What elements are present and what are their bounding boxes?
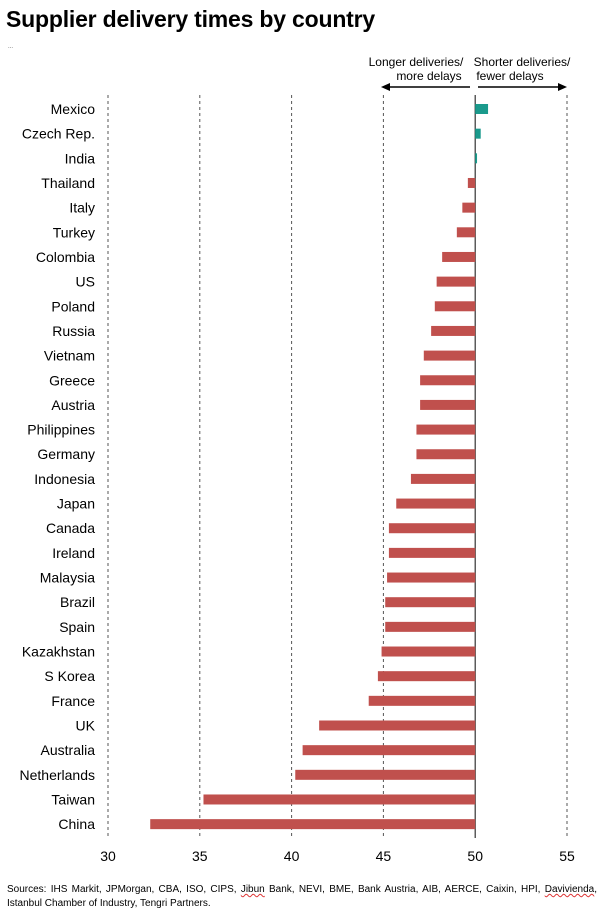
bar (462, 202, 476, 213)
bar (475, 104, 489, 114)
bar (203, 794, 476, 805)
bar (381, 646, 476, 657)
category-label: Brazil (60, 594, 95, 610)
bar (302, 745, 476, 756)
arrow-right-head (558, 83, 567, 91)
source-text: Sources: IHS Markit, JPMorgan, CBA, ISO,… (7, 884, 241, 895)
annotation-right-line2: fewer delays (476, 69, 543, 83)
category-label: Turkey (53, 224, 95, 240)
annotation-right-line1: Shorter deliveries/ (474, 55, 571, 69)
bar (396, 498, 476, 509)
bar (423, 350, 476, 361)
bar (420, 399, 476, 410)
bar (368, 695, 476, 706)
source-text: Bank, NEVI, BME, Bank Austria, AIB, AERC… (264, 884, 545, 895)
bar (416, 424, 476, 435)
category-label: Netherlands (20, 767, 96, 783)
bar (431, 325, 476, 336)
category-label: France (51, 693, 95, 709)
category-label: UK (76, 718, 96, 734)
category-label: Colombia (36, 249, 95, 265)
gridlines (107, 95, 568, 838)
category-label: India (65, 150, 96, 166)
bar (434, 301, 476, 312)
category-label: Malaysia (40, 570, 95, 586)
x-axis-ticks: 30 35 40 45 50 55 (100, 848, 575, 864)
annotation-left-line2: more delays (396, 69, 461, 83)
bar (475, 153, 478, 164)
category-label: Kazakhstan (22, 644, 95, 660)
source-spellcheck-word: Jibun (240, 884, 265, 895)
bar (385, 597, 476, 608)
bar (442, 251, 476, 262)
category-label: Thailand (41, 175, 95, 191)
source-text: , Istanbul Chamber of Industry, Tengri P… (7, 884, 597, 909)
category-label: Czech Rep. (22, 126, 95, 142)
x-tick-label: 40 (284, 848, 300, 864)
category-label: S Korea (44, 668, 95, 684)
category-label: Spain (59, 619, 95, 635)
bar (410, 473, 476, 484)
direction-annotations: Longer deliveries/ more delays Shorter d… (369, 55, 571, 91)
source-spellcheck-word: Davivienda (544, 884, 595, 895)
arrow-left-head (381, 83, 390, 91)
annotation-left-line1: Longer deliveries/ (369, 55, 464, 69)
bar (150, 819, 476, 830)
bars (150, 104, 489, 830)
chart-title: Supplier delivery times by country (6, 6, 375, 32)
x-tick-label: 30 (100, 848, 116, 864)
category-label: Poland (51, 298, 95, 314)
x-tick-label: 35 (192, 848, 208, 864)
category-label: Ireland (52, 545, 95, 561)
category-label: Japan (57, 496, 95, 512)
bar (388, 547, 476, 558)
bar (456, 227, 476, 238)
source-note: Sources: IHS Markit, JPMorgan, CBA, ISO,… (7, 883, 597, 911)
category-label: Indonesia (34, 471, 95, 487)
category-label: Italy (69, 200, 95, 216)
bar (416, 449, 476, 460)
category-label: US (76, 274, 95, 290)
category-label: Vietnam (44, 348, 95, 364)
category-label: Austria (51, 397, 95, 413)
bar (475, 128, 481, 139)
category-label: China (58, 816, 95, 832)
bar (420, 375, 476, 386)
bar (388, 523, 476, 534)
bar (436, 276, 476, 287)
category-labels: Mexico Czech Rep. India Thailand Italy Turkey… (20, 101, 96, 832)
category-label: Greece (49, 372, 95, 388)
bar (467, 177, 476, 188)
x-tick-label: 45 (376, 848, 392, 864)
category-label: Mexico (51, 101, 96, 117)
bar (377, 671, 476, 682)
bar (387, 572, 476, 583)
category-label: Canada (46, 520, 95, 536)
category-label: Germany (37, 446, 95, 462)
tiny-mark: ... (8, 44, 14, 50)
bar (385, 621, 476, 632)
category-label: Australia (41, 742, 96, 758)
x-tick-label: 55 (559, 848, 575, 864)
category-label: Russia (52, 323, 95, 339)
bar (295, 769, 476, 780)
category-label: Taiwan (51, 791, 95, 807)
category-label: Philippines (27, 422, 95, 438)
x-tick-label: 50 (467, 848, 483, 864)
bar (319, 720, 476, 731)
